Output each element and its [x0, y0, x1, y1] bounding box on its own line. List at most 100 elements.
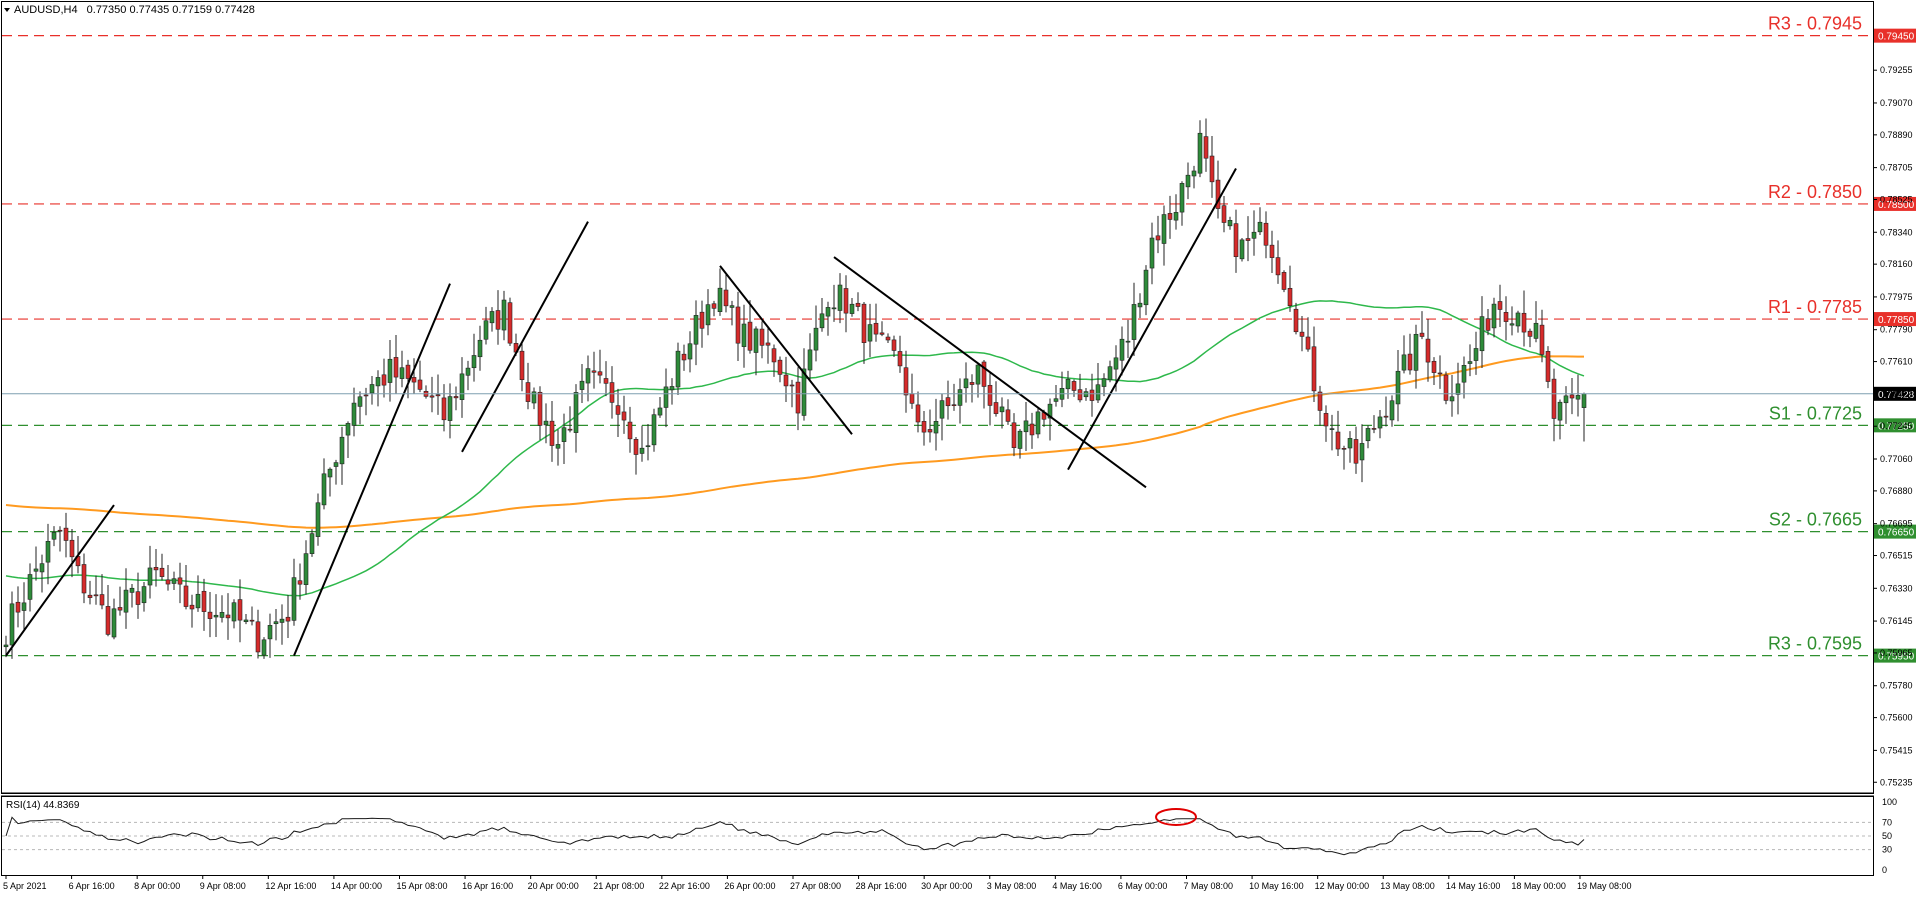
y-tick-18: 0.75965 [1880, 648, 1913, 658]
x-tick-21: 13 May 08:00 [1380, 881, 1435, 891]
candle-205 [1233, 209, 1239, 273]
candle-108 [651, 408, 657, 452]
x-tick-11: 26 Apr 00:00 [724, 881, 775, 891]
candle-190 [1143, 265, 1149, 316]
candle-10 [63, 512, 69, 558]
candle-106 [639, 425, 645, 462]
x-tick-19: 10 May 16:00 [1249, 881, 1304, 891]
candle-42 [255, 609, 261, 659]
x-tick-24: 19 May 08:00 [1577, 881, 1632, 891]
candle-251 [1509, 306, 1515, 336]
candle-204 [1227, 216, 1233, 230]
candle-155 [933, 398, 939, 451]
candle-162 [975, 362, 981, 398]
candle-107 [645, 423, 651, 461]
candle-13 [81, 553, 87, 604]
x-tick-1: 6 Apr 16:00 [69, 881, 115, 891]
ohlc-label: 0.77350 0.77435 0.77159 0.77428 [87, 4, 255, 16]
y-tick-15: 0.76515 [1880, 551, 1913, 561]
candle-168 [1011, 413, 1017, 457]
candle-212 [1275, 240, 1281, 284]
candle-118 [711, 300, 717, 317]
candle-27 [165, 565, 171, 591]
candle-246 [1479, 296, 1485, 369]
candle-203 [1221, 195, 1227, 233]
candle-239 [1437, 355, 1443, 389]
candle-214 [1287, 265, 1293, 312]
candle-129 [777, 356, 783, 383]
candle-145 [873, 303, 879, 342]
x-tick-23: 18 May 00:00 [1511, 881, 1566, 891]
candle-4 [27, 563, 33, 612]
candle-258 [1551, 368, 1557, 442]
candle-241 [1449, 375, 1455, 417]
candle-201 [1209, 136, 1215, 198]
candle-188 [1131, 282, 1137, 357]
candle-234 [1407, 333, 1413, 375]
trendline-4 [833, 256, 1147, 489]
candle-38 [231, 599, 237, 629]
candle-208 [1251, 210, 1257, 256]
candle-157 [945, 380, 951, 420]
candle-253 [1521, 290, 1527, 347]
candle-133 [801, 348, 807, 421]
y-tick-21: 0.75415 [1880, 745, 1913, 755]
candle-48 [291, 558, 297, 626]
collapse-arrow-icon[interactable] [4, 8, 10, 12]
candle-198 [1191, 165, 1197, 189]
candle-112 [675, 342, 681, 395]
candle-89 [537, 386, 543, 441]
level-tag-bg-1 [1874, 196, 1916, 211]
candle-29 [177, 562, 183, 604]
candle-64 [387, 340, 393, 402]
trendline-1 [293, 283, 451, 656]
candle-100 [603, 361, 609, 397]
level-tag-1: 0.78500 [1878, 200, 1915, 211]
candle-83 [501, 290, 507, 341]
y-tick-3: 0.78705 [1880, 163, 1913, 173]
candle-144 [867, 303, 873, 358]
candle-223 [1341, 445, 1347, 470]
candle-30 [183, 564, 189, 610]
level-tag-2: 0.77850 [1878, 315, 1915, 326]
candle-181 [1089, 373, 1095, 417]
candle-109 [657, 397, 663, 418]
candle-117 [705, 289, 711, 336]
candle-174 [1047, 398, 1053, 441]
rsi-tick-1: 70 [1882, 817, 1892, 827]
candle-87 [525, 362, 531, 410]
candle-123 [741, 304, 747, 368]
candle-143 [861, 301, 867, 364]
candle-183 [1101, 373, 1107, 397]
candle-8 [51, 526, 57, 547]
candle-245 [1473, 331, 1479, 375]
candle-114 [687, 331, 693, 373]
y-tick-1: 0.79070 [1880, 98, 1913, 108]
candle-256 [1539, 309, 1545, 363]
candle-120 [723, 274, 729, 313]
rsi-label: RSI(14) 44.8369 [6, 800, 80, 811]
y-tick-17: 0.76145 [1880, 616, 1913, 626]
candle-119 [717, 268, 723, 316]
candle-189 [1137, 293, 1143, 319]
candle-75 [453, 386, 459, 411]
candle-228 [1371, 415, 1377, 434]
candle-193 [1161, 205, 1167, 266]
candle-150 [903, 350, 909, 413]
candle-18 [111, 598, 117, 640]
candle-93 [561, 413, 567, 464]
x-tick-17: 6 May 00:00 [1118, 881, 1168, 891]
x-tick-0: 5 Apr 2021 [3, 881, 47, 891]
candle-140 [843, 275, 849, 333]
candle-170 [1023, 402, 1029, 451]
candle-231 [1389, 395, 1395, 427]
candle-136 [819, 297, 825, 332]
candle-229 [1377, 410, 1383, 439]
candle-226 [1359, 424, 1365, 483]
x-tick-5: 14 Apr 00:00 [331, 881, 382, 891]
level-tag-bg-2 [1874, 312, 1916, 327]
candle-53 [321, 458, 327, 510]
candle-71 [429, 376, 435, 413]
